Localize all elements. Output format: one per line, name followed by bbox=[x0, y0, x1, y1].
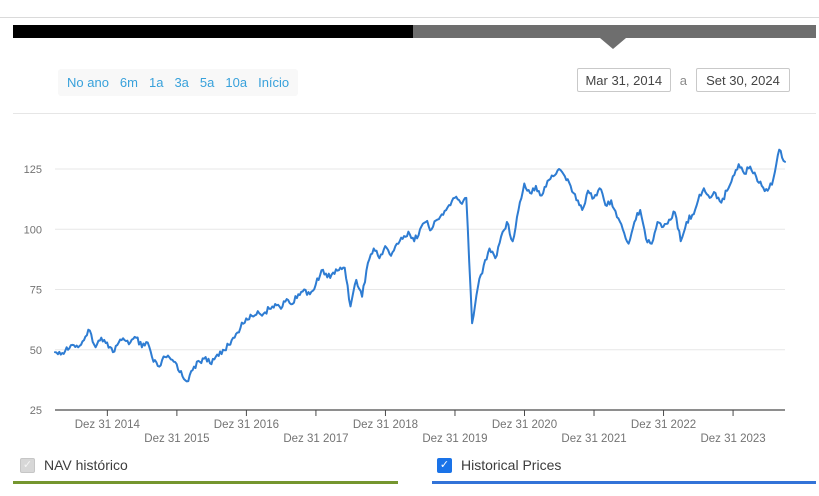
x-tick-label: Dez 31 2019 bbox=[422, 433, 487, 445]
price-line[interactable] bbox=[54, 148, 786, 383]
nav-series-underline bbox=[13, 481, 398, 484]
range-1y-link[interactable]: 1a bbox=[148, 75, 164, 90]
y-tick-label: 50 bbox=[30, 345, 42, 357]
range-6m-link[interactable]: 6m bbox=[119, 75, 138, 90]
range-inception-link[interactable]: Início bbox=[258, 75, 290, 90]
range-3y-link[interactable]: 3a bbox=[174, 75, 189, 90]
x-tick-label: Dez 31 2021 bbox=[561, 433, 626, 445]
x-tick-label: Dez 31 2018 bbox=[353, 419, 418, 431]
x-tick-label: Dez 31 2015 bbox=[144, 433, 209, 445]
nav-label: NAV histórico bbox=[44, 457, 128, 473]
date-from-input[interactable] bbox=[576, 68, 671, 92]
legend-nav: ✓ NAV histórico bbox=[20, 457, 128, 473]
x-tick-label: Dez 31 2020 bbox=[492, 419, 557, 431]
range-ytd-link[interactable]: No ano bbox=[67, 75, 109, 90]
x-tick-label: Dez 31 2016 bbox=[214, 419, 279, 431]
top-divider bbox=[0, 17, 819, 18]
historical-prices-checkbox[interactable]: ✓ bbox=[437, 457, 452, 473]
prices-series-underline bbox=[432, 481, 816, 484]
range-10y-link[interactable]: 10a bbox=[225, 75, 248, 90]
navigator-track[interactable] bbox=[413, 25, 816, 38]
legend-historical-prices: ✓ Historical Prices bbox=[437, 457, 561, 473]
toolbar-divider bbox=[13, 113, 816, 114]
date-range-separator: a bbox=[679, 72, 687, 88]
y-tick-label: 125 bbox=[24, 164, 42, 176]
range-selector: No ano 6m 1a 3a 5a 10a Início bbox=[58, 69, 299, 96]
y-tick-label: 100 bbox=[24, 224, 42, 236]
navigator-selected-range[interactable] bbox=[13, 25, 413, 38]
y-tick-label: 75 bbox=[30, 285, 42, 297]
x-tick-label: Dez 31 2022 bbox=[631, 419, 696, 431]
x-tick-label: Dez 31 2014 bbox=[75, 419, 141, 431]
date-range-controls: a bbox=[576, 68, 790, 92]
navigator-handle-triangle-icon[interactable] bbox=[600, 38, 626, 49]
y-tick-label: 25 bbox=[30, 405, 42, 417]
range-5y-link[interactable]: 5a bbox=[199, 75, 215, 90]
x-tick-label: Dez 31 2017 bbox=[283, 433, 348, 445]
date-to-input[interactable] bbox=[696, 68, 790, 92]
x-tick-label: Dez 31 2023 bbox=[700, 433, 765, 445]
historical-prices-label: Historical Prices bbox=[461, 457, 562, 473]
nav-checkbox[interactable]: ✓ bbox=[20, 457, 35, 473]
